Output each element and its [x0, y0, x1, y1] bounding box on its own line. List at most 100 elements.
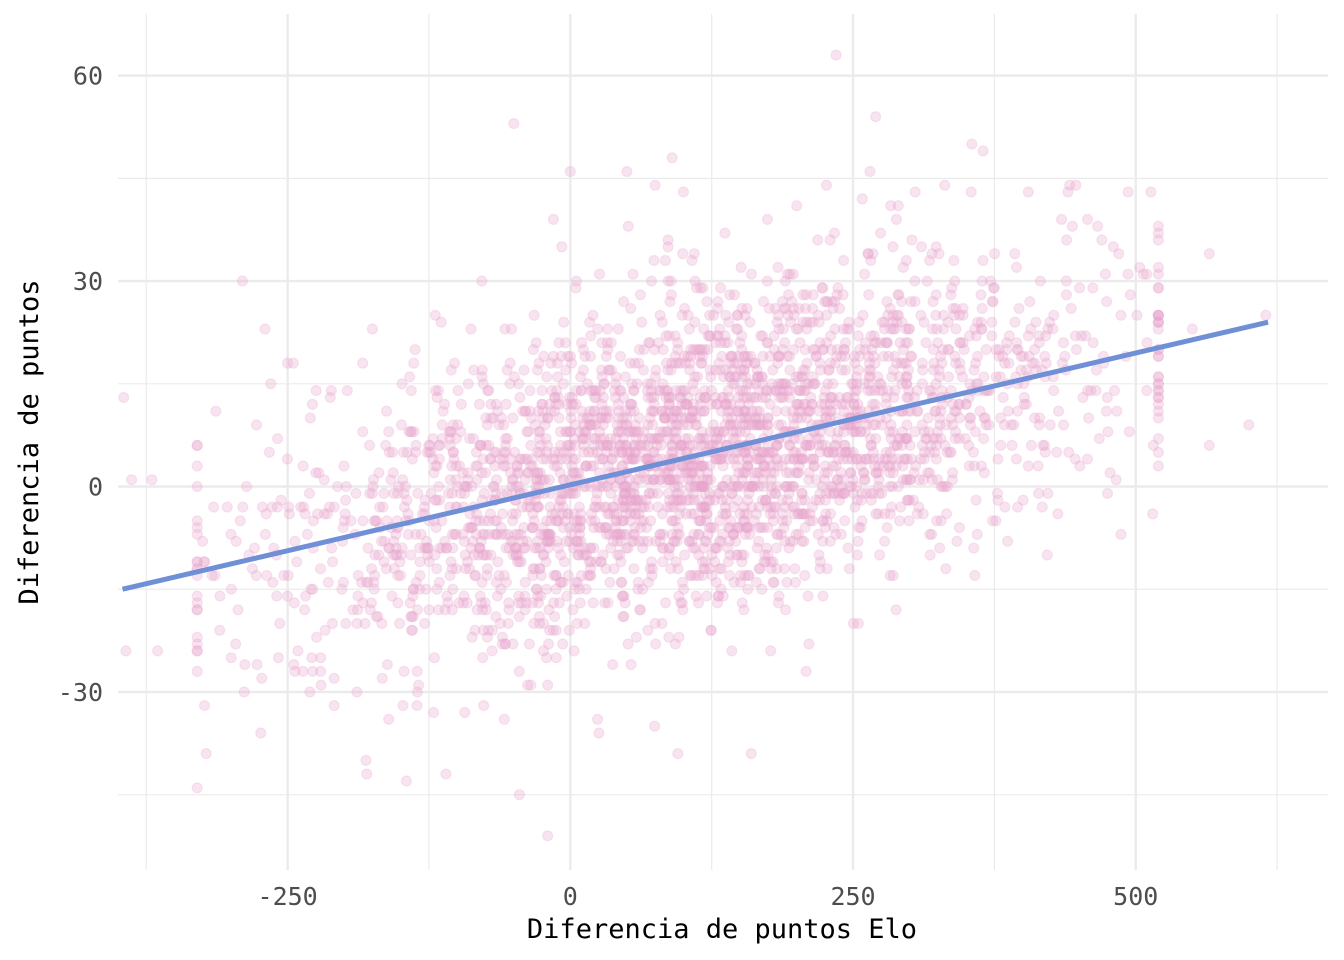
data-point — [1055, 213, 1068, 225]
data-point — [649, 720, 661, 732]
data-point — [548, 405, 561, 417]
data-point — [689, 316, 701, 328]
data-point — [855, 460, 867, 472]
data-point — [966, 138, 978, 150]
data-point — [798, 398, 810, 410]
data-point — [823, 405, 836, 417]
data-point — [1131, 309, 1143, 321]
data-point — [1057, 419, 1070, 431]
data-point — [230, 638, 242, 650]
data-point — [953, 398, 965, 410]
data-point — [784, 439, 796, 451]
data-point — [210, 405, 222, 417]
data-point — [647, 405, 659, 417]
data-point — [1059, 350, 1071, 362]
data-point — [431, 391, 443, 404]
data-point — [693, 549, 705, 561]
data-point — [839, 350, 851, 362]
data-point — [927, 364, 940, 376]
data-point — [274, 617, 286, 630]
data-point — [780, 405, 792, 417]
data-point — [462, 467, 474, 479]
data-point — [655, 439, 667, 451]
data-point — [853, 521, 865, 534]
data-point — [632, 576, 644, 589]
data-point — [779, 453, 792, 465]
data-point — [448, 446, 460, 458]
data-point — [716, 350, 728, 362]
data-point — [686, 254, 698, 267]
data-point — [660, 426, 672, 438]
data-point — [738, 501, 750, 513]
data-point — [855, 453, 867, 465]
data-point — [191, 645, 203, 657]
data-point — [784, 535, 797, 547]
data-point — [986, 316, 998, 328]
data-point — [712, 426, 724, 438]
data-point — [307, 665, 319, 678]
data-point — [615, 515, 627, 527]
data-point — [677, 583, 690, 595]
data-point — [601, 323, 614, 335]
data-point — [502, 528, 514, 541]
data-point — [663, 391, 675, 404]
data-point — [698, 405, 710, 417]
data-point — [863, 357, 875, 369]
data-point — [950, 323, 962, 335]
data-point — [1022, 460, 1035, 472]
data-point — [787, 535, 799, 547]
data-point — [567, 453, 579, 465]
data-point — [466, 480, 478, 493]
data-point — [191, 460, 203, 472]
data-point — [1044, 419, 1056, 431]
data-point — [987, 515, 999, 527]
data-point — [1065, 302, 1077, 315]
data-point — [297, 665, 309, 678]
data-point — [946, 467, 959, 479]
data-point — [328, 672, 340, 684]
data-point — [514, 453, 526, 465]
data-point — [1057, 337, 1070, 349]
data-point — [716, 528, 729, 541]
data-point — [773, 590, 785, 602]
data-point — [565, 412, 577, 424]
data-point — [706, 549, 718, 561]
data-point — [567, 542, 579, 554]
data-point — [689, 569, 701, 582]
data-point — [550, 398, 562, 410]
data-point — [964, 419, 977, 431]
data-point — [543, 624, 556, 636]
data-point — [625, 398, 637, 410]
data-point — [445, 426, 457, 438]
data-point — [396, 378, 408, 390]
data-point — [980, 344, 992, 356]
data-point — [1152, 460, 1165, 472]
data-point — [391, 549, 403, 561]
data-point — [500, 446, 512, 458]
data-point — [281, 453, 293, 465]
data-point — [559, 337, 572, 349]
data-point — [575, 515, 587, 527]
data-point — [1040, 330, 1052, 342]
data-point — [977, 145, 989, 157]
data-point — [876, 487, 888, 499]
data-point — [935, 433, 947, 445]
data-point — [665, 412, 678, 424]
x-tick-label: 0 — [563, 882, 578, 911]
data-point — [891, 453, 904, 465]
data-point — [824, 357, 837, 369]
data-point — [628, 453, 640, 465]
data-point — [697, 474, 709, 486]
data-point — [741, 378, 754, 390]
data-point — [857, 309, 869, 321]
data-point — [756, 583, 768, 595]
data-point — [450, 474, 462, 486]
data-point — [519, 590, 531, 602]
data-point — [701, 590, 713, 602]
data-point — [812, 309, 825, 321]
data-point — [515, 528, 527, 541]
data-point — [1090, 385, 1102, 397]
data-point — [971, 350, 984, 362]
data-point — [1028, 412, 1041, 424]
data-point — [605, 337, 617, 349]
